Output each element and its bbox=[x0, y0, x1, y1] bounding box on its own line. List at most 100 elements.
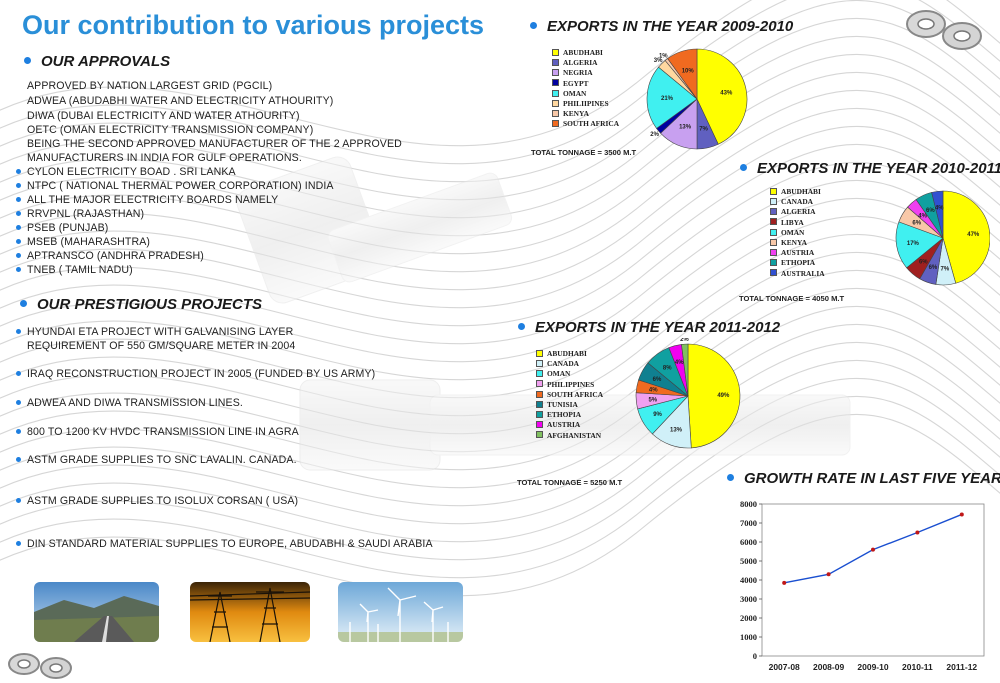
legend-swatch bbox=[552, 120, 559, 128]
washer-icon bbox=[8, 653, 72, 679]
chart3-heading: EXPORTS IN THE YEAR 2011-2012 bbox=[518, 319, 780, 336]
legend-label: PHILIIPINES bbox=[563, 98, 609, 108]
legend-item: ETHOPIA bbox=[770, 258, 825, 268]
legend-item: NEGRIA bbox=[552, 68, 619, 78]
y-tick-label: 8000 bbox=[740, 499, 757, 509]
pylon-photo bbox=[190, 582, 310, 642]
legend-label: SOUTH AFRICA bbox=[563, 119, 620, 129]
bullet-icon bbox=[20, 299, 27, 307]
legend-swatch bbox=[536, 390, 543, 398]
bullet-icon bbox=[16, 399, 21, 405]
legend-item: ALGERIA bbox=[552, 58, 619, 68]
swirl-line bbox=[0, 161, 1000, 345]
legend-label: AUSTRALIA bbox=[781, 268, 825, 278]
pie-slice-label: 10% bbox=[682, 68, 695, 74]
washer-icon bbox=[906, 10, 982, 50]
legend-label: KENYA bbox=[781, 237, 808, 247]
legend-item: EGYPT bbox=[552, 79, 619, 89]
swirl-line bbox=[0, 413, 1000, 597]
legend-label: EGYPT bbox=[563, 78, 589, 88]
pie-slice-label: 2% bbox=[650, 132, 659, 138]
legend-label: NEGRIA bbox=[563, 68, 593, 78]
pie-slice-label: 9% bbox=[653, 412, 662, 418]
chart3-legend: ABUDHABI CANADA OMAN PHILIPPINES SOUTH AFRIC… bbox=[536, 349, 603, 441]
swirl-line bbox=[0, 359, 1000, 543]
legend-swatch bbox=[536, 359, 543, 367]
x-tick-label: 2011-12 bbox=[946, 662, 977, 672]
project-item: HYUNDAI ETA PROJECT WITH GALVANISING LAY… bbox=[16, 326, 293, 338]
legend-item: ETHOPIA bbox=[536, 410, 603, 420]
approval-bullet: NTPC ( NATIONAL THERMAL POWER CORPORATIO… bbox=[16, 180, 334, 192]
swirl-line bbox=[0, 179, 1000, 363]
x-tick-label: 2009-10 bbox=[857, 662, 888, 672]
legend-label: OMAN bbox=[781, 227, 805, 237]
approval-bullet: RRVPNL (RAJASTHAN) bbox=[16, 208, 144, 220]
legend-item: ABUDHABI bbox=[552, 48, 619, 58]
legend-swatch bbox=[770, 228, 777, 236]
legend-item: AFGHANISTAN bbox=[536, 431, 603, 441]
bullet-icon bbox=[16, 252, 21, 258]
x-tick-label: 2010-11 bbox=[902, 662, 933, 672]
legend-label: TUNISIA bbox=[547, 399, 578, 409]
swirl-line bbox=[0, 323, 1000, 507]
pie-slice-label: 7% bbox=[941, 266, 950, 272]
y-tick-label: 3000 bbox=[740, 594, 757, 604]
legend-item: SOUTH AFRICA bbox=[552, 119, 619, 129]
legend-swatch bbox=[552, 79, 559, 87]
swirl-line bbox=[0, 377, 1000, 561]
project-item: ASTM GRADE SUPPLIES TO ISOLUX CORSAN ( U… bbox=[16, 495, 298, 507]
approval-line: DIWA (DUBAI ELECTRICITY AND WATER ATHOUR… bbox=[27, 110, 300, 122]
pie-slice-label: 49% bbox=[717, 393, 730, 399]
chart4-heading: GROWTH RATE IN LAST FIVE YEARS bbox=[727, 470, 1000, 487]
pie-slice-label: 4% bbox=[918, 213, 927, 219]
legend-label: AUSTRIA bbox=[781, 248, 815, 258]
legend-item: ABUDHABI bbox=[770, 187, 825, 197]
legend-item: CANADA bbox=[536, 359, 603, 369]
y-tick-label: 1000 bbox=[740, 632, 757, 642]
swirl-line bbox=[0, 89, 1000, 273]
legend-label: ABUDHABI bbox=[781, 187, 821, 196]
pie-slice-abudhabi bbox=[687, 343, 741, 449]
swirl-line bbox=[0, 17, 1000, 201]
swirl-line bbox=[0, 305, 1000, 489]
y-tick-label: 6000 bbox=[740, 537, 757, 547]
pie-slice-label: 21% bbox=[661, 96, 674, 102]
legend-swatch bbox=[770, 208, 777, 216]
chart3-total: TOTAL TONNAGE = 5250 M.T bbox=[517, 478, 623, 487]
pie-slice-oman bbox=[895, 221, 944, 269]
bullet-icon bbox=[518, 322, 525, 330]
pie-slice-label: 4% bbox=[675, 360, 684, 366]
pie-slice-label: 5% bbox=[648, 397, 657, 403]
bullet-icon bbox=[16, 182, 21, 188]
pie-slice-label: 1% bbox=[659, 54, 668, 60]
legend-label: ETHOPIA bbox=[781, 258, 816, 268]
page-title: Our contribution to various projects bbox=[22, 10, 485, 40]
approvals-heading: OUR APPROVALS bbox=[24, 53, 170, 70]
legend-item: ABUDHABI bbox=[536, 349, 603, 359]
legend-item: OMAN bbox=[552, 89, 619, 99]
legend-swatch bbox=[770, 238, 777, 246]
highway-photo bbox=[34, 582, 159, 642]
project-item: IRAQ RECONSTRUCTION PROJECT IN 2005 (FUN… bbox=[16, 368, 375, 380]
project-item: 800 TO 1200 KV HVDC TRANSMISSION LINE IN… bbox=[16, 426, 299, 438]
pie-slice-label: 3% bbox=[654, 58, 663, 64]
pie-slice-abudhabi bbox=[942, 190, 990, 284]
approval-bullet: CYLON ELECTRICITY BOAD . SRI LANKA bbox=[16, 166, 236, 178]
approval-line: BEING THE SECOND APPROVED MANUFACTURER O… bbox=[27, 138, 402, 150]
legend-label: ETHOPIA bbox=[547, 410, 582, 420]
bullet-icon bbox=[16, 370, 21, 376]
swirl-line bbox=[0, 71, 1000, 255]
y-tick-label: 5000 bbox=[740, 556, 757, 566]
bullet-icon bbox=[16, 497, 21, 503]
growth-point bbox=[959, 512, 964, 517]
legend-label: OMAN bbox=[547, 369, 571, 379]
project-item: ASTM GRADE SUPPLIES TO SNC LAVALIN. CANA… bbox=[16, 454, 297, 466]
approval-line: OETC (OMAN ELECTRICITY TRANSMISSION COMP… bbox=[27, 124, 314, 136]
swirl-line bbox=[0, 0, 1000, 183]
chart2-pie: 47%7%6%6%17%6%4%6% 4% bbox=[895, 190, 990, 286]
legend-label: ALGERIA bbox=[781, 207, 816, 217]
legend-item: OMAN bbox=[536, 369, 603, 379]
growth-point bbox=[782, 580, 787, 585]
pie-slice-australia bbox=[931, 190, 944, 239]
